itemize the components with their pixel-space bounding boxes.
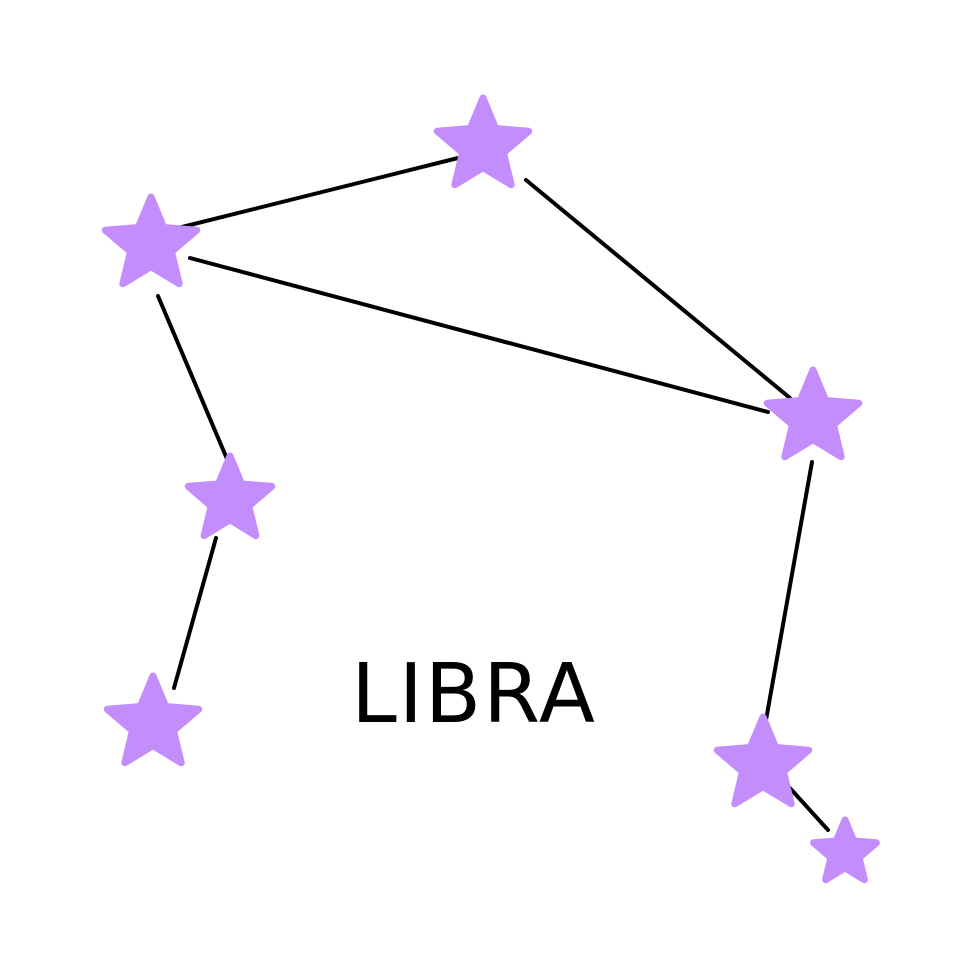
constellation-stars [101,94,880,884]
line-left-mid-to-left-bottom [172,536,218,690]
star-icon [103,672,203,767]
line-right-low-to-bottom [786,784,830,832]
line-left-top-to-right [188,256,770,414]
star-icon [810,816,880,884]
star-icon [763,366,863,461]
constellation-title: LIBRA [351,647,597,742]
line-top-to-right [524,178,792,400]
star-icon [713,713,813,808]
star-icon [433,94,533,189]
star-icon [101,193,201,288]
star-icon [184,452,276,540]
line-left-top-to-top [176,156,460,230]
constellation-lines [156,156,830,832]
line-right-to-right-low [764,460,814,722]
line-left-top-to-left-mid [156,294,232,468]
